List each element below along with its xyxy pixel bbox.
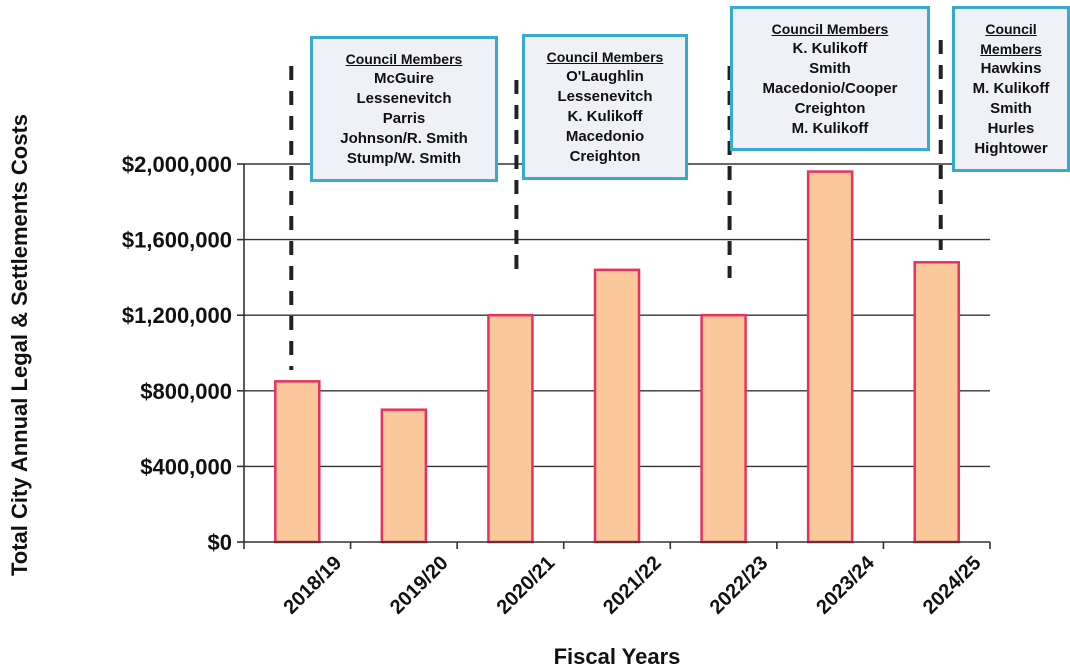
- box-name: Hurles: [987, 120, 1035, 137]
- x-tick-label: 2023/24: [812, 551, 879, 618]
- box-name: K. Kulikoff: [792, 39, 868, 57]
- council-members-box-3: Council Members K. Kulikoff Smith Macedo…: [730, 6, 930, 151]
- box-name: McGuire: [373, 70, 434, 87]
- bar-2022-23: [700, 313, 747, 544]
- box-name: Hightower: [974, 140, 1048, 157]
- box-title: Council Members: [980, 21, 1042, 57]
- box-name: K. Kulikoff: [567, 108, 643, 125]
- box-name: M. Kulikoff: [972, 80, 1050, 97]
- bar-2023-24: [806, 170, 854, 544]
- bar-2021-22: [593, 268, 641, 544]
- box-name: M. Kulikoff: [791, 119, 869, 137]
- box-name: Macedonio/Cooper: [762, 79, 898, 97]
- bar-2020-21: [487, 313, 534, 544]
- tick-labels: $0 $400,000 $800,000 $1,200,000 $1,600,000 $2…: [122, 152, 986, 619]
- box-name: Hawkins: [980, 60, 1042, 77]
- axes: [237, 163, 991, 549]
- bar-2018-19: [274, 380, 321, 544]
- box-name: Creighton: [794, 99, 866, 117]
- council-members-box-1: Council Members McGuire Lessenevitch Par…: [310, 36, 498, 182]
- x-tick-label: 2021/22: [599, 552, 666, 619]
- box-name: Smith: [990, 100, 1032, 117]
- bar-2019-20: [380, 408, 428, 544]
- box-name: Stump/W. Smith: [346, 150, 462, 167]
- y-tick-label: $1,200,000: [122, 303, 232, 328]
- bar-2024-25: [913, 261, 960, 544]
- box-title: Council Members: [771, 20, 889, 37]
- council-members-box-4: Council Members Hawkins M. Kulikoff Smit…: [952, 6, 1070, 172]
- box-name: Lessenevitch: [356, 90, 452, 107]
- y-tick-label: $2,000,000: [122, 152, 232, 177]
- x-tick-label: 2024/25: [919, 552, 986, 619]
- x-axis-label: Fiscal Years: [554, 644, 681, 669]
- x-tick-label: 2018/19: [279, 552, 346, 619]
- box-name: Smith: [809, 59, 851, 77]
- box-name: Lessenevitch: [557, 88, 653, 105]
- y-tick-label: $1,600,000: [122, 228, 232, 253]
- y-tick-label: $400,000: [140, 454, 232, 479]
- box-title: Council Members: [345, 51, 463, 67]
- x-tick-label: 2019/20: [386, 552, 453, 619]
- box-name: Johnson/R. Smith: [340, 130, 468, 147]
- box-name: Macedonio: [565, 128, 645, 145]
- y-tick-label: $0: [208, 530, 232, 555]
- term-dividers: [289, 40, 943, 370]
- y-tick-label: $800,000: [140, 379, 232, 404]
- council-members-box-2: Council Members O'Laughlin Lessenevitch …: [522, 34, 688, 180]
- box-name: Parris: [382, 110, 426, 127]
- box-name: Creighton: [569, 148, 641, 165]
- y-axis-label: Total City Annual Legal & Settlements Co…: [7, 114, 32, 576]
- x-tick-label: 2022/23: [706, 552, 773, 619]
- box-title: Council Members: [546, 49, 664, 65]
- x-tick-label: 2020/21: [493, 552, 560, 619]
- box-name: O'Laughlin: [566, 68, 644, 85]
- bars: [274, 170, 960, 544]
